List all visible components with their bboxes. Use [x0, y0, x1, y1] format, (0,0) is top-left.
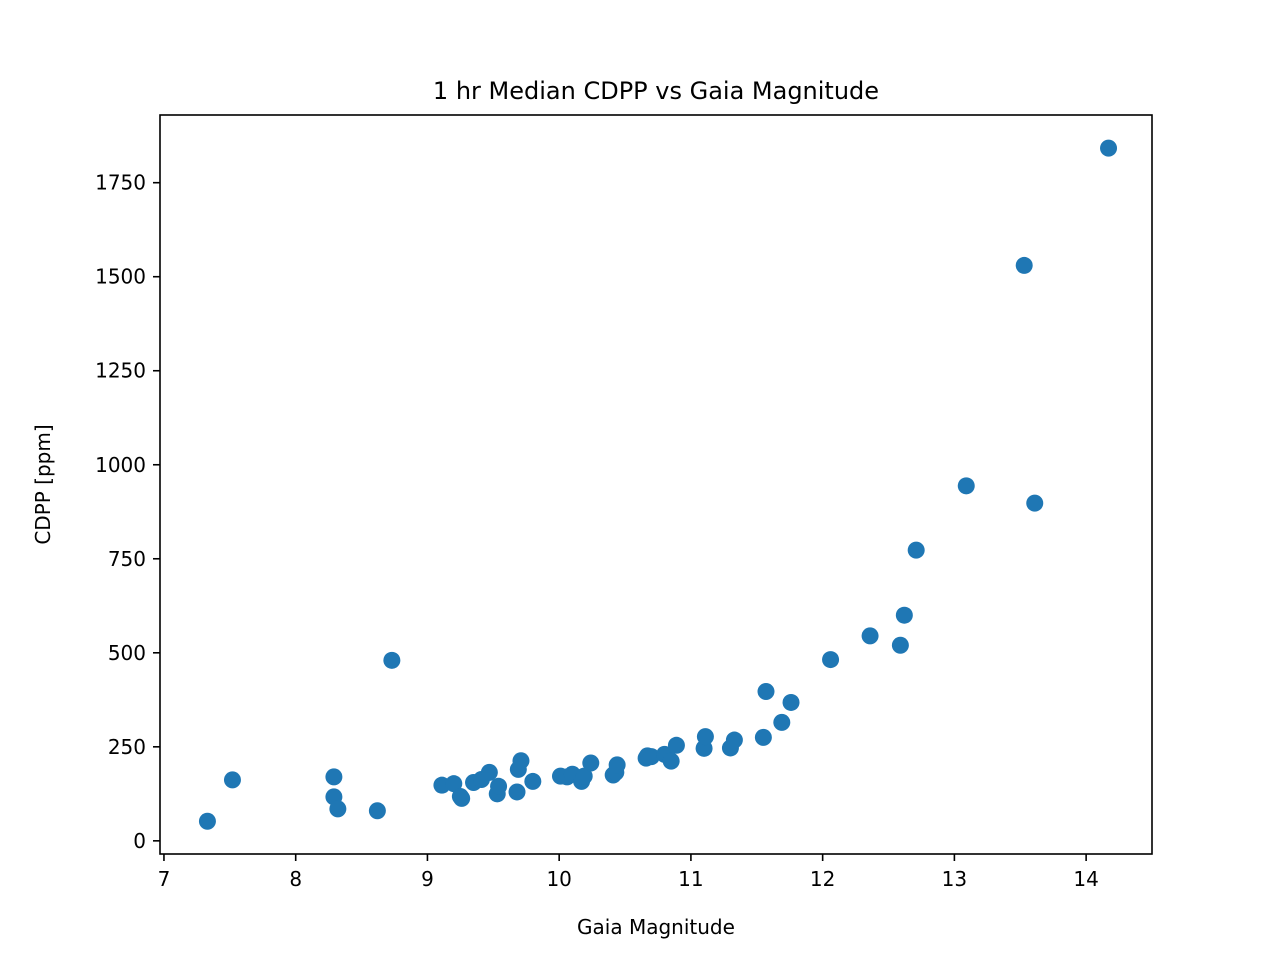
- points-layer: [198, 139, 1118, 830]
- x-tick-label: 9: [421, 867, 434, 891]
- data-point: [907, 541, 925, 559]
- data-point: [642, 748, 660, 766]
- data-point: [524, 772, 542, 790]
- x-tick-label: 13: [942, 867, 967, 891]
- y-tick-label: 1500: [95, 265, 146, 289]
- x-tick-label: 14: [1073, 867, 1098, 891]
- y-axis-label: CDPP [ppm]: [31, 424, 55, 544]
- y-axis-ticks: 0 250 500 750 1000 1250 1500 1750: [95, 171, 160, 853]
- data-point: [383, 651, 401, 669]
- data-point: [696, 728, 714, 746]
- data-point: [861, 627, 879, 645]
- data-point: [667, 736, 685, 754]
- data-point: [453, 789, 471, 807]
- x-axis-label: Gaia Magnitude: [577, 915, 735, 939]
- y-tick-label: 750: [108, 547, 146, 571]
- data-point: [757, 683, 775, 701]
- data-point: [508, 783, 526, 801]
- data-point: [445, 775, 463, 793]
- chart-title: 1 hr Median CDPP vs Gaia Magnitude: [433, 77, 879, 105]
- data-point: [512, 752, 530, 770]
- x-tick-label: 8: [289, 867, 302, 891]
- x-axis-ticks: 7 8 9 10 11 12 13 14: [158, 854, 1099, 891]
- data-point: [1100, 139, 1118, 157]
- y-tick-label: 1000: [95, 453, 146, 477]
- data-point: [608, 756, 626, 774]
- data-point: [754, 728, 772, 746]
- x-tick-label: 10: [546, 867, 571, 891]
- x-tick-label: 7: [158, 867, 171, 891]
- data-point: [368, 802, 386, 820]
- data-point: [480, 763, 498, 781]
- data-point: [223, 771, 241, 789]
- data-point: [773, 713, 791, 731]
- y-tick-label: 1750: [95, 171, 146, 195]
- plot-area-frame: [159, 114, 1153, 855]
- data-point: [582, 754, 600, 772]
- data-point: [782, 693, 800, 711]
- y-tick-label: 500: [108, 641, 146, 665]
- data-point: [1026, 494, 1044, 512]
- y-tick-label: 250: [108, 735, 146, 759]
- data-point: [822, 651, 840, 669]
- data-point: [895, 606, 913, 624]
- x-tick-label: 12: [810, 867, 835, 891]
- data-point: [891, 636, 909, 654]
- data-point: [325, 768, 343, 786]
- data-point: [490, 777, 508, 795]
- data-point: [198, 812, 216, 830]
- x-tick-label: 11: [678, 867, 703, 891]
- data-point: [1015, 256, 1033, 274]
- data-point: [329, 800, 347, 818]
- data-point: [725, 731, 743, 749]
- y-tick-label: 1250: [95, 359, 146, 383]
- data-point: [957, 477, 975, 495]
- data-point: [662, 752, 680, 770]
- data-point: [575, 767, 593, 785]
- y-tick-label: 0: [133, 829, 146, 853]
